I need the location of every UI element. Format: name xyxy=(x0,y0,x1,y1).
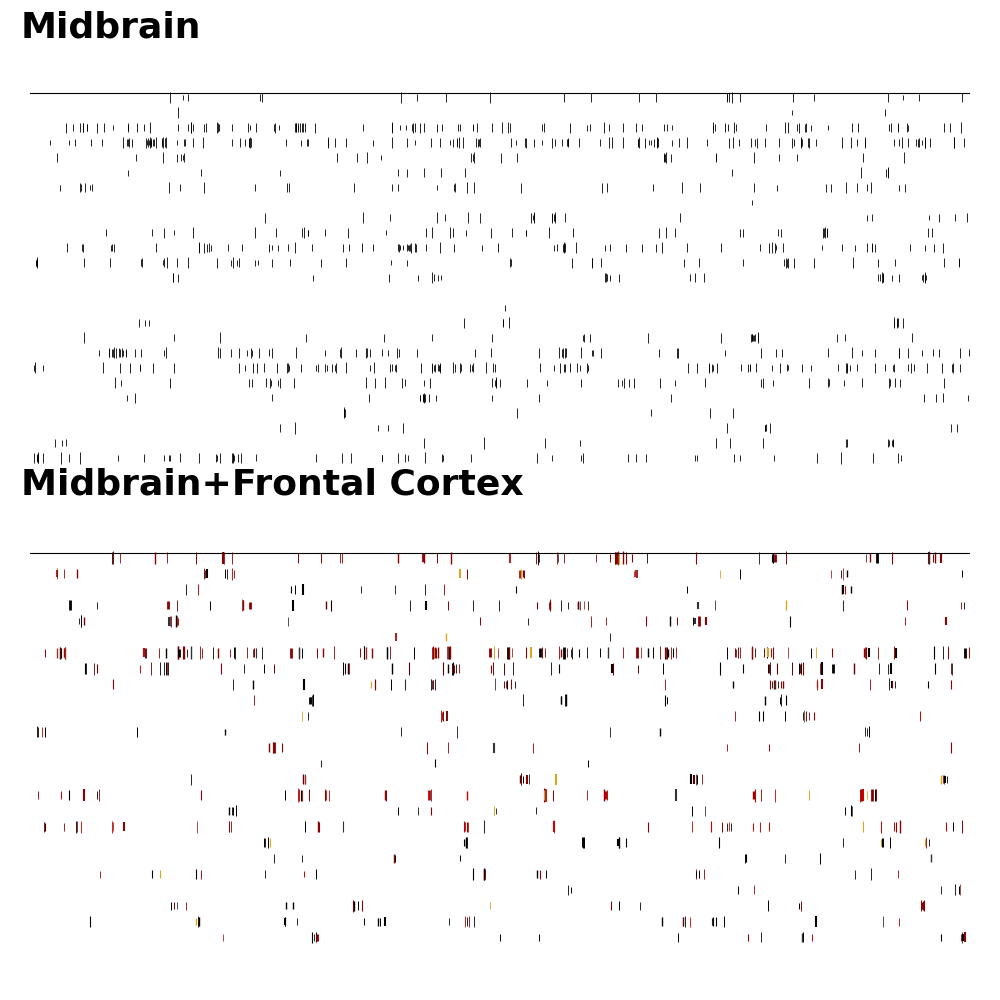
Text: Midbrain+Frontal Cortex: Midbrain+Frontal Cortex xyxy=(21,468,523,502)
Text: Midbrain: Midbrain xyxy=(21,10,201,44)
